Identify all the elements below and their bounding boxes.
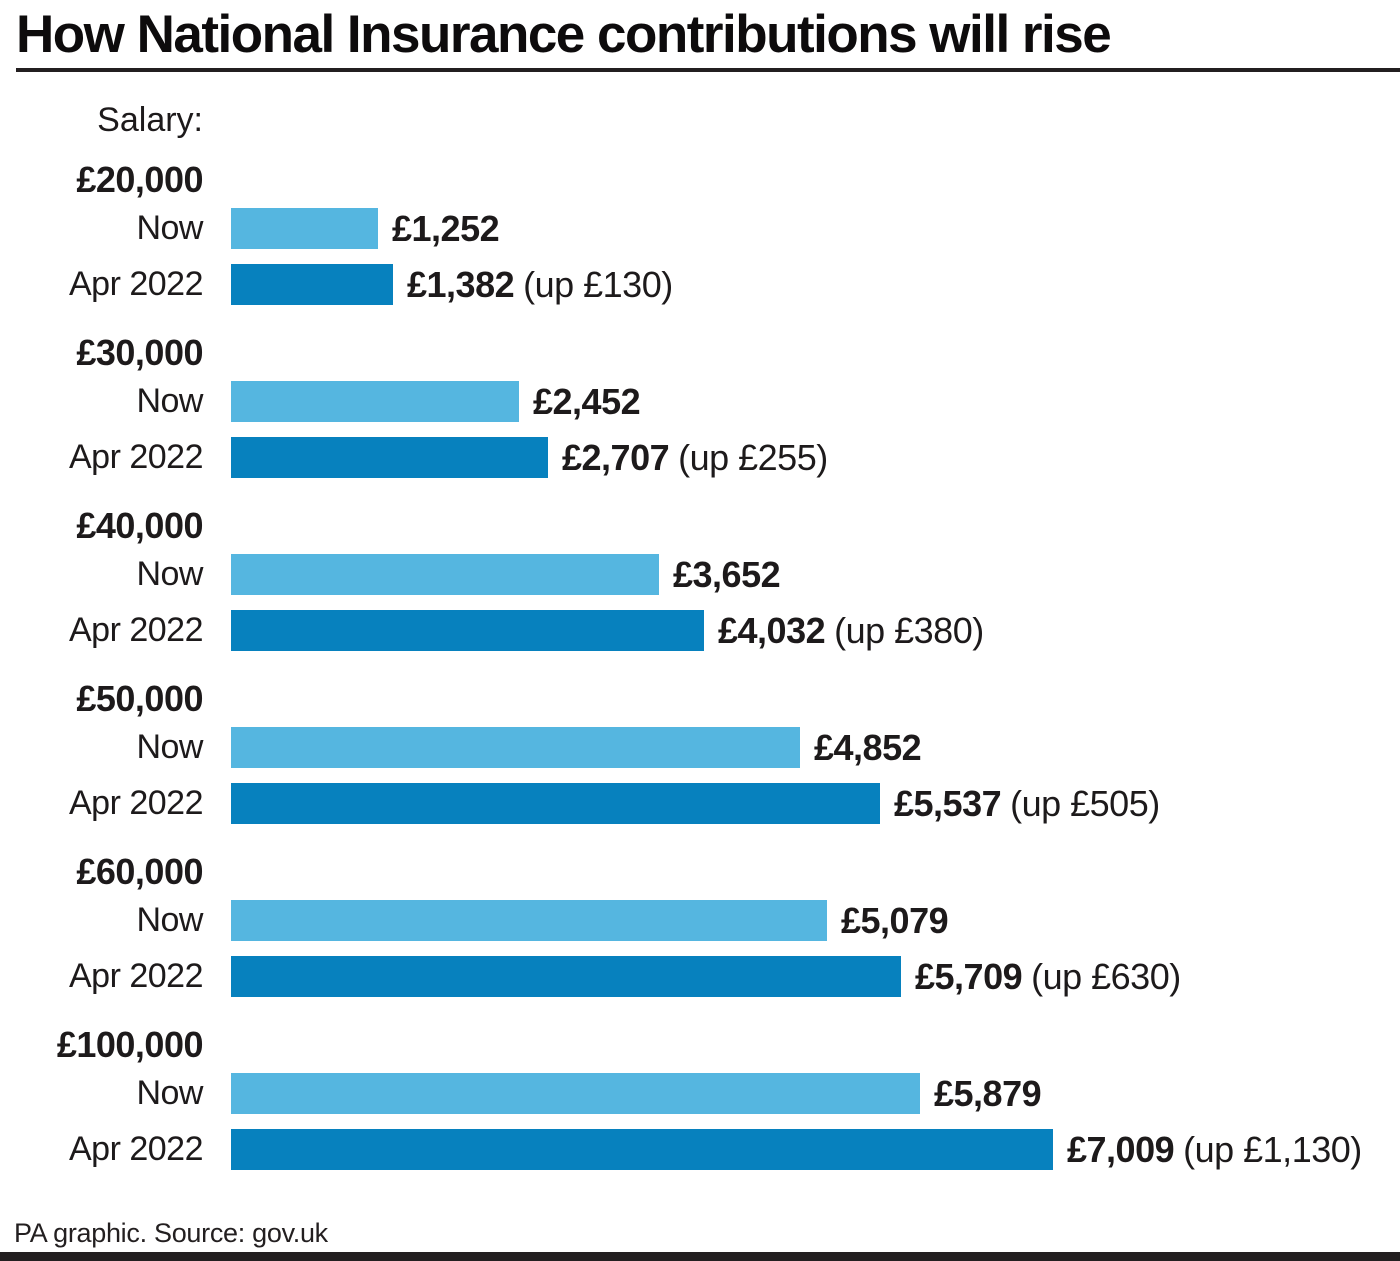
bar-row: Now £4,852	[14, 727, 1362, 768]
bar-value: £4,032 (up £380)	[718, 610, 984, 652]
bar-row-label: Now	[136, 382, 203, 420]
page-title: How National Insurance contributions wil…	[16, 5, 1112, 64]
bar-row: Apr 2022 £5,709 (up £630)	[14, 956, 1362, 997]
bar	[231, 1073, 920, 1114]
bar-row-label: Apr 2022	[69, 784, 204, 822]
source-credit: PA graphic. Source: gov.uk	[14, 1218, 328, 1248]
bar-value: £3,652	[673, 553, 781, 596]
bar	[231, 437, 548, 478]
salary-group: £30,000 Now £2,452 Apr 2022 £2,707 (up £2…	[14, 333, 1362, 478]
bar-row-label: Now	[136, 1074, 203, 1112]
bar-row: Apr 2022 £1,382 (up £130)	[14, 264, 1362, 305]
bar-row: Apr 2022 £5,537 (up £505)	[14, 783, 1362, 824]
bottom-bar	[0, 1252, 1400, 1261]
bar-amount: £5,079	[841, 899, 949, 941]
bar-amount: £2,707	[562, 436, 670, 478]
bar	[231, 381, 519, 422]
ni-contributions-chart: Salary: £20,000 Now £1,252 Apr 2022 £1,3…	[14, 100, 1362, 1198]
bar-amount: £4,852	[814, 726, 922, 768]
bar-value: £5,079	[841, 899, 949, 942]
salary-group-label: £40,000	[76, 505, 203, 546]
bar-row: Apr 2022 £7,009 (up £1,130)	[14, 1129, 1362, 1170]
salary-group-label: £60,000	[76, 851, 203, 892]
bar	[231, 1129, 1053, 1170]
bar-value: £1,252	[392, 207, 500, 250]
bar-row-label: Apr 2022	[69, 438, 204, 476]
bar	[231, 783, 880, 824]
bar-amount: £2,452	[533, 380, 641, 422]
bar-amount: £1,252	[392, 207, 500, 249]
bar-value: £5,879	[934, 1072, 1042, 1115]
bar-value: £5,709 (up £630)	[915, 956, 1181, 998]
bar-row: Now £1,252	[14, 208, 1362, 249]
salary-group: £20,000 Now £1,252 Apr 2022 £1,382 (up £1…	[14, 160, 1362, 305]
bar	[231, 727, 800, 768]
salary-group-label: £100,000	[56, 1024, 204, 1065]
bar-change: (up £130)	[523, 263, 673, 305]
bar-change: (up £505)	[1010, 782, 1160, 824]
bar	[231, 900, 827, 941]
bar-amount: £4,032	[718, 609, 826, 651]
salary-group: £40,000 Now £3,652 Apr 2022 £4,032 (up £3…	[14, 506, 1362, 651]
bar-row-label: Apr 2022	[69, 265, 204, 303]
salary-axis-label: Salary:	[97, 101, 203, 139]
bar	[231, 208, 378, 249]
bar	[231, 610, 704, 651]
bar-amount: £5,879	[934, 1072, 1042, 1114]
bar-row-label: Apr 2022	[69, 611, 204, 649]
bar-amount: £7,009	[1067, 1128, 1175, 1170]
bar-change: (up £255)	[678, 436, 828, 478]
bar-row: Now £5,879	[14, 1073, 1362, 1114]
salary-group: £50,000 Now £4,852 Apr 2022 £5,537 (up £5…	[14, 679, 1362, 824]
masthead: How National Insurance contributions wil…	[0, 0, 1400, 72]
bar-value: £1,382 (up £130)	[407, 264, 673, 306]
bar-change: (up £380)	[834, 609, 984, 651]
bar-row: Apr 2022 £4,032 (up £380)	[14, 610, 1362, 651]
bar-amount: £5,537	[894, 782, 1002, 824]
bar-row-label: Apr 2022	[69, 957, 204, 995]
salary-group: £60,000 Now £5,079 Apr 2022 £5,709 (up £6…	[14, 852, 1362, 997]
bar-row-label: Now	[136, 901, 203, 939]
bar-value: £7,009 (up £1,130)	[1067, 1129, 1362, 1171]
salary-group-label: £20,000	[76, 159, 203, 200]
bar-value: £2,452	[533, 380, 641, 423]
bar-amount: £3,652	[673, 553, 781, 595]
bar-value: £2,707 (up £255)	[562, 437, 828, 479]
bar-row: Apr 2022 £2,707 (up £255)	[14, 437, 1362, 478]
bar-row: Now £5,079	[14, 900, 1362, 941]
title-rule	[16, 68, 1400, 72]
bar-row-label: Now	[136, 555, 203, 593]
bar-row: Now £2,452	[14, 381, 1362, 422]
bar-amount: £1,382	[407, 263, 515, 305]
salary-group-label: £30,000	[76, 332, 203, 373]
bar-change: (up £630)	[1031, 955, 1181, 997]
bar	[231, 264, 393, 305]
bar-change: (up £1,130)	[1183, 1128, 1362, 1170]
salary-group-label: £50,000	[76, 678, 203, 719]
bar	[231, 554, 659, 595]
chart-groups: £20,000 Now £1,252 Apr 2022 £1,382 (up £1…	[14, 160, 1362, 1170]
bar	[231, 956, 901, 997]
bar-value: £4,852	[814, 726, 922, 769]
bar-row-label: Apr 2022	[69, 1130, 204, 1168]
bar-row: Now £3,652	[14, 554, 1362, 595]
bar-row-label: Now	[136, 728, 203, 766]
bar-value: £5,537 (up £505)	[894, 783, 1160, 825]
bar-row-label: Now	[136, 209, 203, 247]
salary-group: £100,000 Now £5,879 Apr 2022 £7,009 (up £…	[14, 1025, 1362, 1170]
bar-amount: £5,709	[915, 955, 1023, 997]
